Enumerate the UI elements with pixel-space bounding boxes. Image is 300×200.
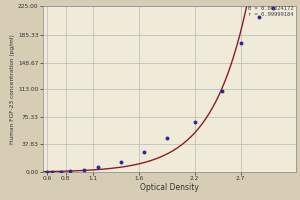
Point [256, 16, 261, 19]
Point [192, 120, 197, 124]
Y-axis label: Human FGF-23 concentration (pg/ml): Human FGF-23 concentration (pg/ml) [10, 34, 15, 144]
Point [50, 170, 54, 174]
Point [142, 150, 146, 153]
Point [118, 160, 123, 164]
Point [68, 169, 73, 173]
Point [165, 136, 170, 139]
Point [59, 170, 64, 173]
Point [238, 41, 243, 45]
Point [270, 7, 275, 10]
X-axis label: Optical Density: Optical Density [140, 183, 199, 192]
Point [220, 89, 225, 93]
Point [45, 170, 50, 174]
Text: B = 0.00324172
r = 0.99999184: B = 0.00324172 r = 0.99999184 [248, 6, 294, 17]
Point [82, 168, 87, 171]
Point [96, 166, 100, 169]
